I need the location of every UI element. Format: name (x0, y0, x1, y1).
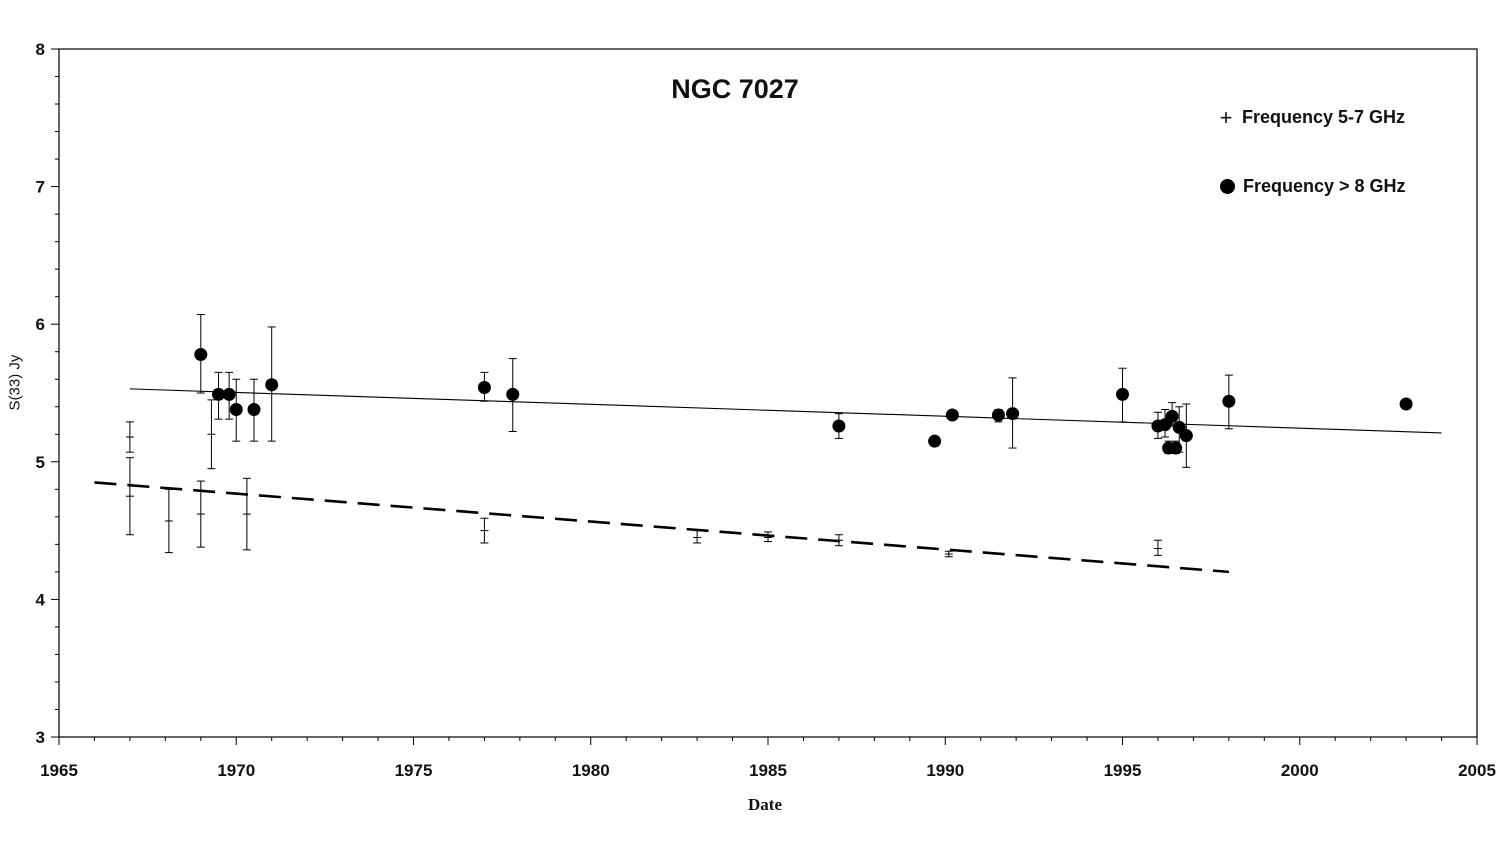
point-5-7ghz (834, 534, 843, 547)
trend-line-5-7ghz (94, 481, 1229, 574)
dot-marker (194, 347, 208, 361)
point-8ghz (477, 371, 491, 402)
dot-marker (222, 387, 236, 401)
point-5-7ghz (207, 399, 216, 470)
point-8ghz (229, 378, 243, 442)
dot-marker (506, 387, 520, 401)
x-tick-label: 2005 (1458, 761, 1496, 780)
point-5-7ghz (125, 457, 134, 536)
point-8ghz (945, 408, 959, 422)
dot-marker (247, 403, 261, 417)
y-tick-label: 4 (36, 590, 46, 609)
legend-label: Frequency > 8 GHz (1243, 176, 1406, 196)
point-8ghz (194, 314, 208, 394)
trend-line-8ghz (129, 388, 1442, 434)
dot-marker (229, 403, 243, 417)
x-tick-label: 1970 (217, 761, 255, 780)
trend-lines (94, 388, 1442, 574)
dot-marker (265, 378, 279, 392)
y-tick-label: 3 (36, 728, 45, 747)
point-5-7ghz (480, 517, 489, 544)
point-8ghz (991, 408, 1005, 423)
point-5-7ghz (125, 421, 134, 453)
y-tick-label: 5 (36, 453, 45, 472)
dot-marker (1006, 407, 1020, 421)
dot-marker (477, 380, 491, 394)
point-8ghz (212, 371, 226, 420)
point-8ghz (506, 358, 520, 433)
dot-marker (928, 434, 942, 448)
point-8ghz (1222, 374, 1236, 430)
y-tick-label: 7 (36, 178, 45, 197)
plus-marker-icon: + (1219, 104, 1233, 130)
point-8ghz (1116, 367, 1129, 423)
point-5-7ghz (164, 488, 173, 554)
legend-label: Frequency 5-7 GHz (1242, 107, 1406, 127)
chart-title: NGC 7027 (671, 74, 799, 104)
x-tick-label: 1980 (572, 761, 610, 780)
point-5-7ghz (1153, 539, 1162, 556)
point-8ghz (265, 326, 279, 442)
dot-marker (945, 408, 959, 422)
legend-item-dot: Frequency > 8 GHz (1216, 176, 1406, 197)
point-8ghz (832, 413, 846, 439)
x-tick-label: 1965 (40, 761, 78, 780)
point-5-7ghz (693, 530, 702, 544)
x-tick-label: 1975 (395, 761, 433, 780)
y-tick-label: 6 (36, 315, 45, 334)
point-8ghz (1006, 377, 1020, 449)
point-8ghz (222, 371, 236, 420)
x-tick-label: 1995 (1104, 761, 1142, 780)
dot-marker-icon (1220, 179, 1235, 194)
dot-marker (991, 408, 1005, 422)
dot-marker (1222, 394, 1236, 408)
legend-item-plus: + Frequency 5-7 GHz (1216, 104, 1406, 130)
point-5-7ghz (944, 550, 953, 558)
point-5-7ghz (196, 480, 205, 548)
x-tick-label: 1985 (749, 761, 787, 780)
point-8ghz (928, 434, 942, 448)
y-axis-label: S(33) Jy (6, 354, 24, 411)
dot-marker (1179, 429, 1193, 443)
point-8ghz (247, 378, 261, 442)
dot-marker (832, 419, 846, 433)
x-axis-label: Date (748, 795, 782, 814)
point-8ghz (1179, 403, 1193, 468)
x-tick-label: 2000 (1281, 761, 1319, 780)
axes: 1965 1970 1975 1980 1985 1990 1995 2000 2005 3 4 5 6… (36, 40, 1496, 780)
point-5-7ghz (242, 477, 251, 551)
point-5-7ghz (764, 531, 772, 543)
data-points (125, 314, 1413, 558)
dot-marker (1116, 387, 1129, 401)
point-8ghz (1399, 397, 1413, 411)
dot-marker (212, 387, 226, 401)
y-tick-label: 8 (36, 40, 45, 59)
dot-marker (1399, 397, 1413, 411)
x-tick-label: 1990 (926, 761, 964, 780)
dot-marker (1165, 409, 1179, 423)
